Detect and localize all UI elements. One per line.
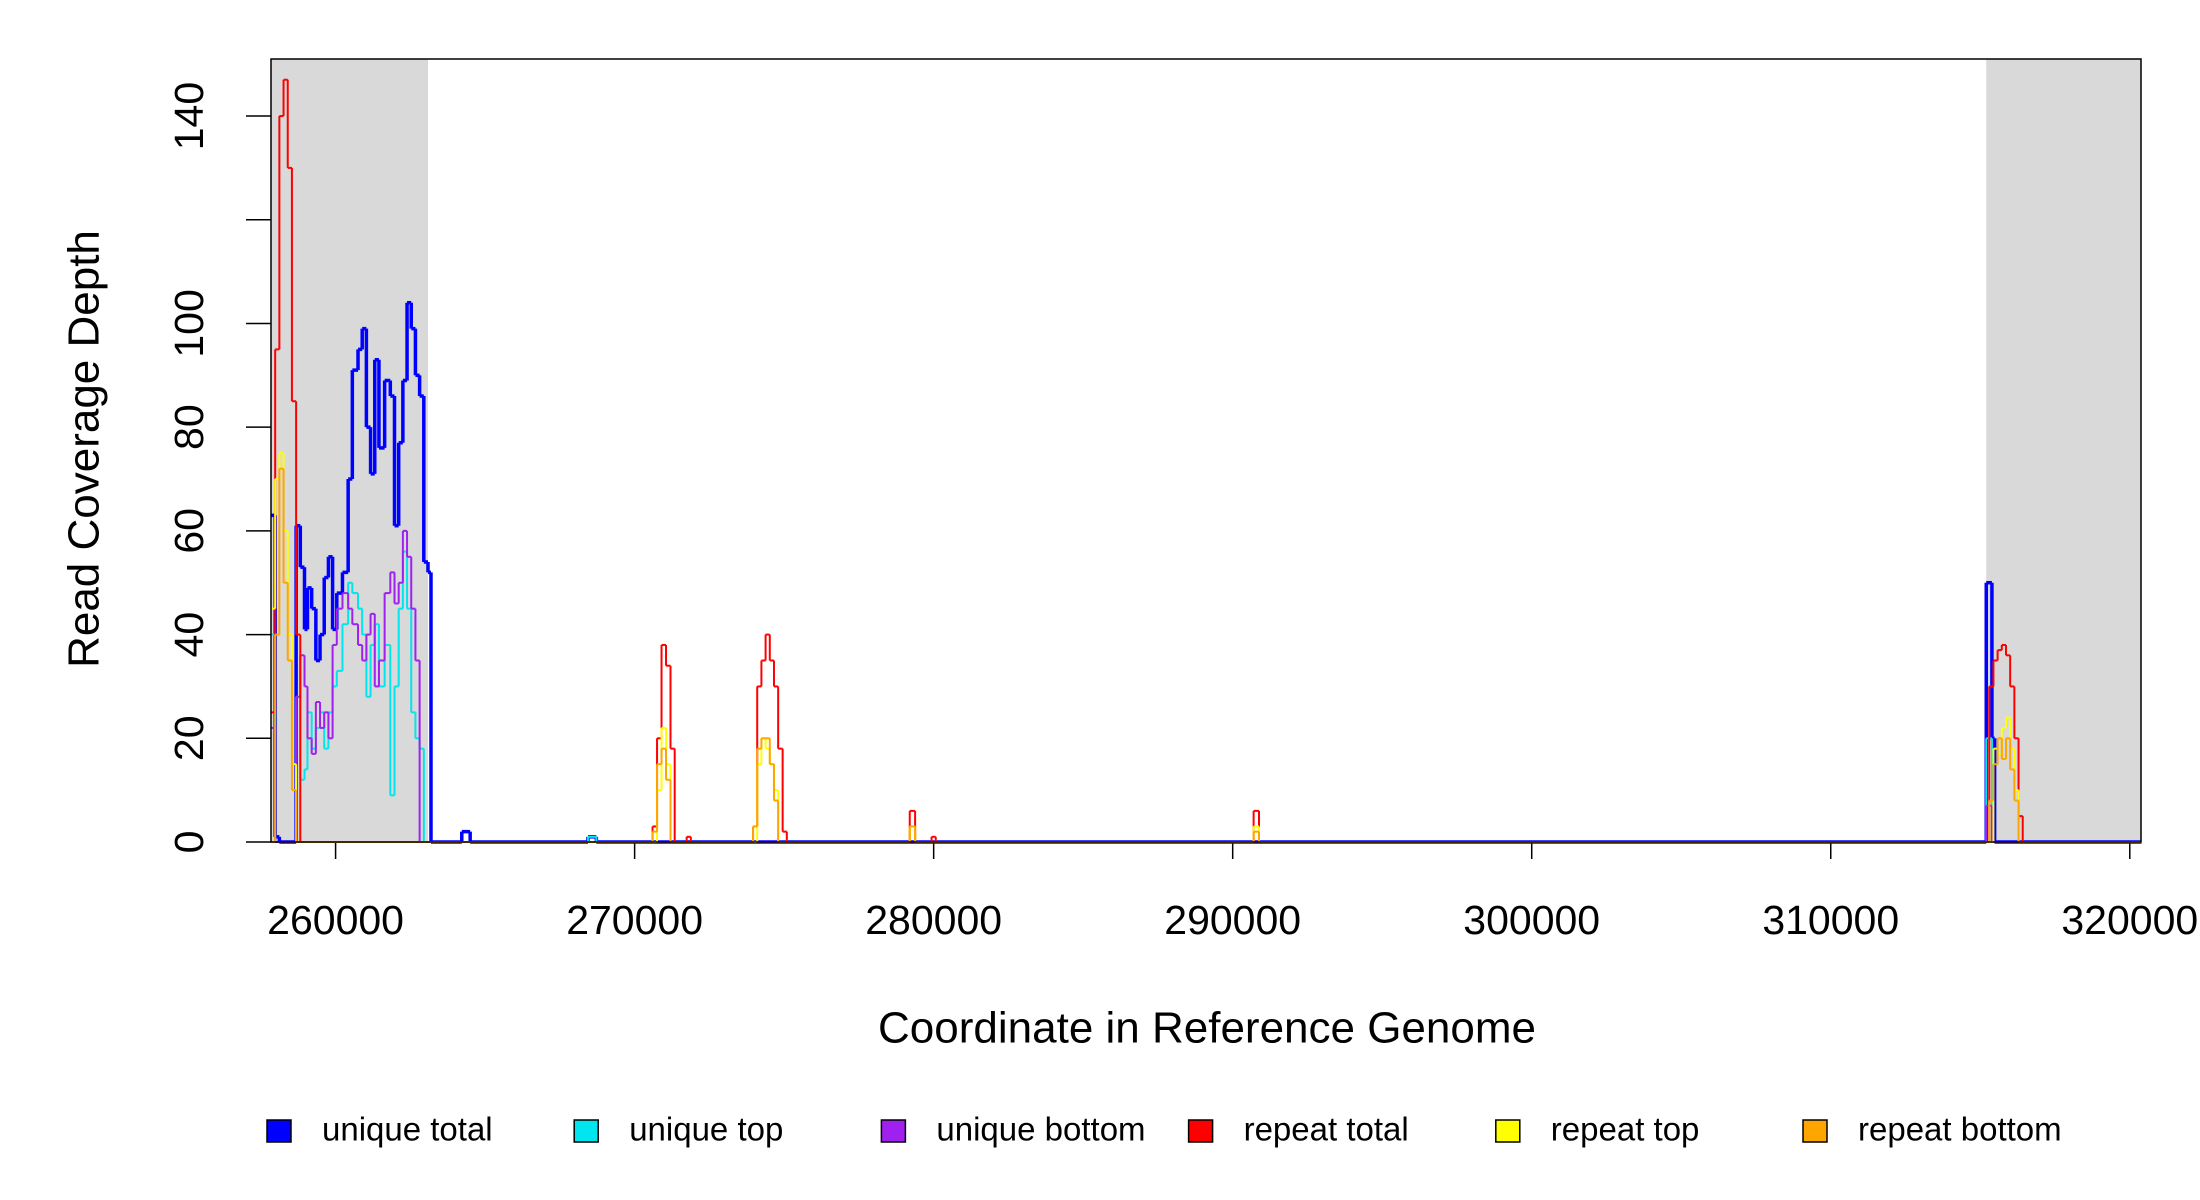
y-tick-label: 140 — [166, 82, 212, 150]
y-tick-label: 60 — [166, 508, 212, 554]
x-tick-label: 290000 — [1164, 897, 1301, 943]
legend-label: repeat bottom — [1858, 1111, 2062, 1148]
legend-label: unique top — [629, 1111, 783, 1148]
x-tick-label: 310000 — [1762, 897, 1899, 943]
y-tick-label: 0 — [166, 831, 212, 854]
x-tick-label: 270000 — [566, 897, 703, 943]
y-tick-label: 20 — [166, 715, 212, 761]
legend-swatch — [1495, 1119, 1521, 1143]
y-tick-label: 100 — [166, 289, 212, 357]
legend-label: unique bottom — [936, 1111, 1145, 1148]
legend-label: unique total — [322, 1111, 493, 1148]
x-tick-label: 320000 — [2061, 897, 2198, 943]
y-tick-label: 80 — [166, 404, 212, 450]
y-axis-title: Read Coverage Depth — [60, 230, 109, 668]
legend-swatch — [880, 1119, 907, 1143]
x-tick-label: 260000 — [267, 897, 404, 943]
x-axis-title: Coordinate in Reference Genome — [878, 1004, 1536, 1053]
plot-frame — [270, 58, 2142, 843]
legend-swatch — [1802, 1119, 1828, 1143]
legend-swatch — [266, 1119, 292, 1143]
legend-label: repeat top — [1551, 1111, 1700, 1148]
x-tick-label: 300000 — [1463, 897, 1600, 943]
legend-label: repeat total — [1244, 1111, 1409, 1148]
legend-swatch — [573, 1119, 599, 1143]
y-tick-label: 40 — [166, 612, 212, 658]
x-tick-label: 280000 — [865, 897, 1002, 943]
shaded-region — [1986, 59, 2141, 842]
legend-swatch — [1187, 1119, 1214, 1143]
